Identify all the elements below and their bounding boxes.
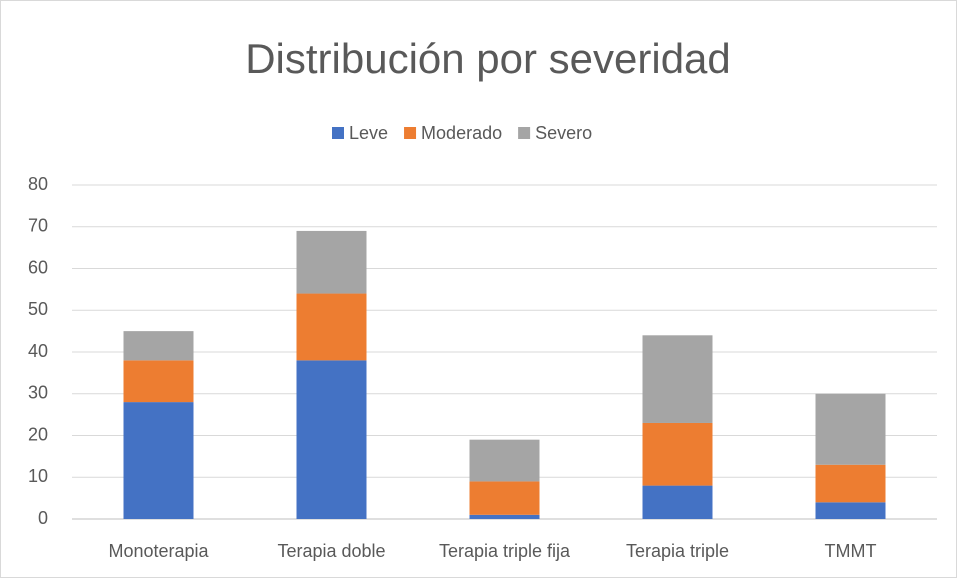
bar-segment <box>469 481 540 515</box>
x-tick-label: Terapia triple fija <box>439 541 571 561</box>
y-tick-label: 30 <box>28 383 48 403</box>
legend-label: Leve <box>349 123 388 143</box>
x-tick-label: Monoterapia <box>108 541 209 561</box>
bar-segment <box>296 293 367 361</box>
bar-segment <box>642 485 713 519</box>
bar-segment <box>123 360 194 403</box>
y-tick-label: 0 <box>38 508 48 528</box>
x-tick-label: Terapia triple <box>626 541 729 561</box>
bar-segment <box>123 402 194 519</box>
y-tick-label: 60 <box>28 257 48 277</box>
y-tick-label: 70 <box>28 216 48 236</box>
x-tick-label: TMMT <box>825 541 877 561</box>
legend-label: Moderado <box>421 123 502 143</box>
bar-segment <box>469 439 540 482</box>
y-tick-label: 10 <box>28 466 48 486</box>
legend-swatch <box>518 127 531 139</box>
legend-label: Severo <box>535 123 592 143</box>
bar-segment <box>815 502 886 519</box>
y-tick-label: 40 <box>28 341 48 361</box>
bar-segment <box>642 422 713 486</box>
bar-segment <box>469 514 540 519</box>
legend-swatch <box>404 127 417 139</box>
x-tick-label: Terapia doble <box>277 541 385 561</box>
bar-segment <box>296 230 367 294</box>
bar-segment <box>642 335 713 423</box>
y-tick-label: 50 <box>28 299 48 319</box>
y-tick-label: 20 <box>28 424 48 444</box>
bar-segment <box>296 360 367 519</box>
chart-title: Distribución por severidad <box>245 35 731 82</box>
bar-segment <box>123 331 194 361</box>
bar-segment <box>815 464 886 503</box>
bar-segment <box>815 393 886 465</box>
legend-swatch <box>332 127 344 139</box>
y-tick-label: 80 <box>28 174 48 194</box>
